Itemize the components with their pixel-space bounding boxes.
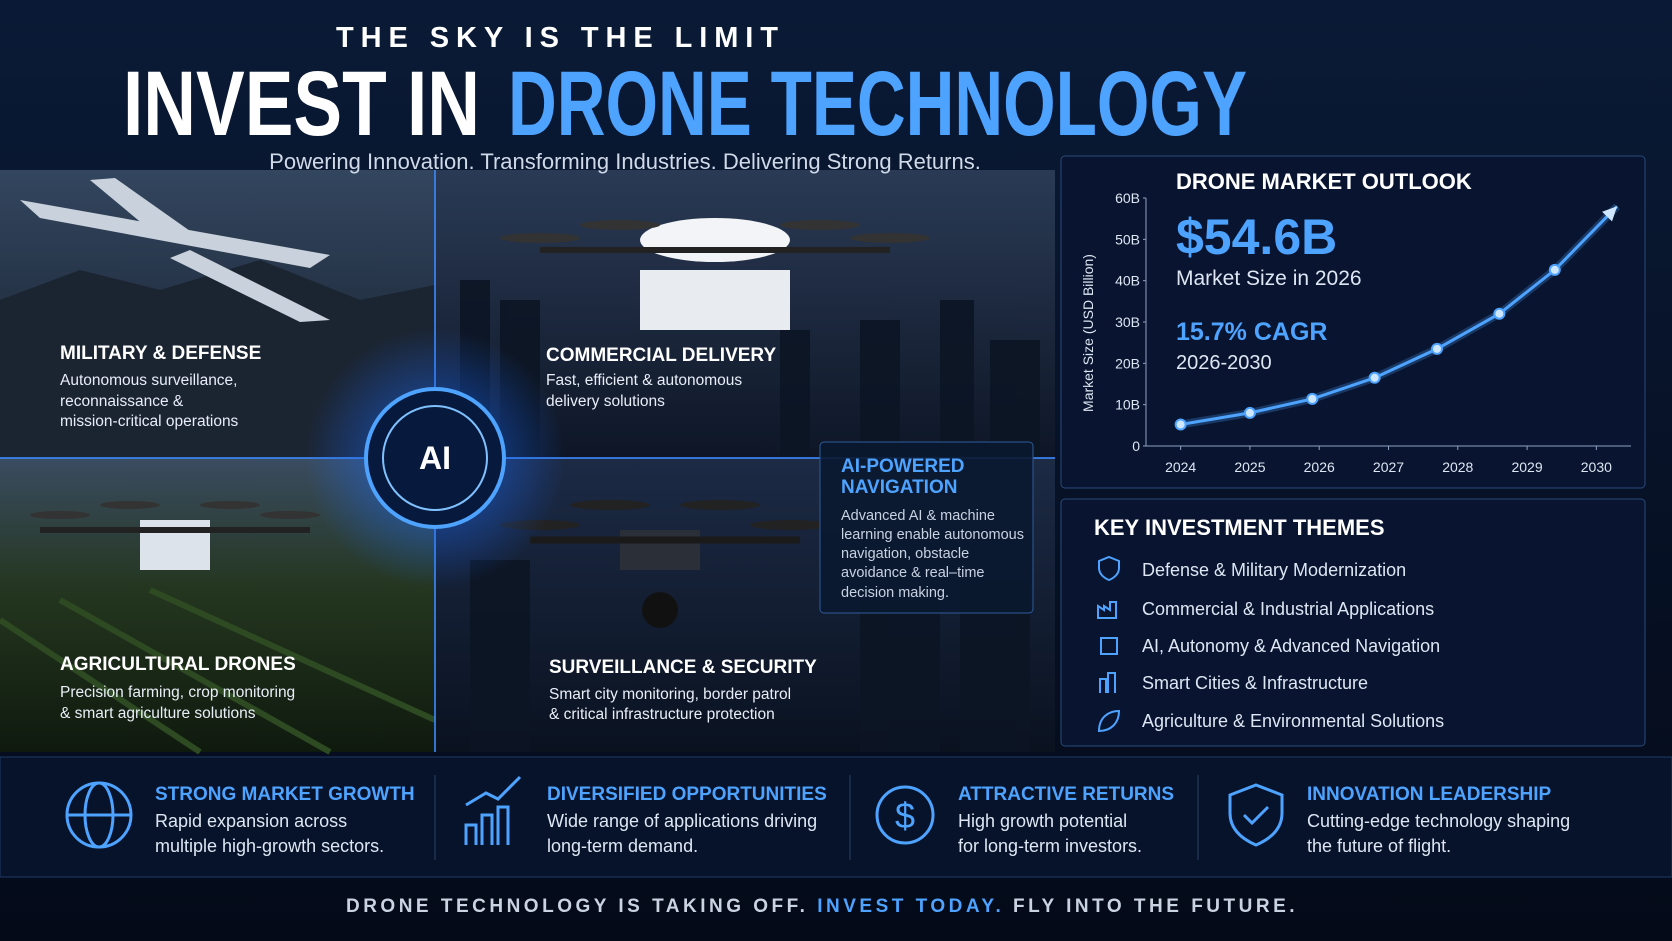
x-tick-label: 2026 xyxy=(1304,459,1335,475)
military-drone xyxy=(20,178,330,322)
sector-text: reconnaissance & xyxy=(60,393,184,410)
y-tick-label: 50B xyxy=(1115,231,1140,247)
theme-item: Defense & Military Modernization xyxy=(1142,560,1406,580)
highlight-text: Cutting-edge technology shaping xyxy=(1307,811,1570,831)
ai-badge-ring xyxy=(382,405,488,511)
sector-text: Autonomous surveillance, xyxy=(60,372,238,389)
headline-caption: Market Size in 2026 xyxy=(1176,267,1362,290)
ai-badge xyxy=(364,387,506,529)
delivery-drone xyxy=(500,218,930,330)
y-tick-label: 10B xyxy=(1115,397,1140,413)
x-tick-label: 2029 xyxy=(1511,459,1542,475)
highlight-text: High growth potential xyxy=(958,811,1127,831)
highlight-text: long-term demand. xyxy=(547,836,698,856)
highlight-text: the future of flight. xyxy=(1307,836,1451,856)
sector-text: & critical infrastructure protection xyxy=(549,706,775,723)
sector-text: mission-critical operations xyxy=(60,413,239,430)
sector-title: MILITARY & DEFENSE xyxy=(60,343,261,364)
subtitle: Powering Innovation. Transforming Indust… xyxy=(269,149,981,174)
x-tick-label: 2030 xyxy=(1581,459,1612,475)
svg-text:$: $ xyxy=(895,795,915,836)
agri-drone xyxy=(30,501,320,570)
highlight-icons: $ xyxy=(65,775,1284,849)
y-tick-label: 40B xyxy=(1115,273,1140,289)
sector-title: SURVEILLANCE & SECURITY xyxy=(549,657,817,678)
highlight-title: DIVERSIFIED OPPORTUNITIES xyxy=(547,784,827,805)
y-tick-label: 0 xyxy=(1132,438,1140,454)
y-tick-label: 60B xyxy=(1115,190,1140,206)
highlight-text: for long-term investors. xyxy=(958,836,1142,856)
highlight-title: STRONG MARKET GROWTH xyxy=(155,784,415,805)
surveillance-drone xyxy=(500,500,830,628)
cagr-value: 15.7% CAGR xyxy=(1176,318,1327,346)
data-point xyxy=(1243,406,1256,419)
data-point xyxy=(1174,418,1187,431)
sector-title: COMMERCIAL DELIVERY xyxy=(546,345,776,366)
highlight-text: multiple high-growth sectors. xyxy=(155,836,384,856)
footer: DRONE TECHNOLOGY IS TAKING OFF. INVEST T… xyxy=(346,896,1298,917)
footer-part: FLY INTO THE FUTURE. xyxy=(1013,896,1298,917)
cagr-caption: 2026-2030 xyxy=(1176,352,1272,374)
themes-panel xyxy=(1060,498,1646,747)
data-point xyxy=(1493,307,1506,320)
ai-nav-text: Advanced AI & machine xyxy=(841,508,995,524)
sector-text: & smart agriculture solutions xyxy=(60,705,256,722)
ai-nav-text: decision making. xyxy=(841,585,949,601)
series-line xyxy=(1180,205,1619,426)
ai-nav-text: learning enable autonomous xyxy=(841,527,1024,543)
data-point xyxy=(1306,392,1319,405)
theme-icons xyxy=(1097,555,1121,733)
chart-title: DRONE MARKET OUTLOOK xyxy=(1176,169,1472,194)
highlight-title: INNOVATION LEADERSHIP xyxy=(1307,784,1552,805)
theme-item: AI, Autonomy & Advanced Navigation xyxy=(1142,636,1440,656)
data-point xyxy=(1548,263,1561,276)
x-tick-label: 2024 xyxy=(1165,459,1196,475)
x-tick-label: 2025 xyxy=(1234,459,1265,475)
ai-nav-title: NAVIGATION xyxy=(841,477,957,498)
arrow-head xyxy=(1602,206,1618,222)
dividers xyxy=(434,775,1199,860)
y-tick-label: 30B xyxy=(1115,314,1140,330)
x-tick-label: 2027 xyxy=(1373,459,1404,475)
headline-value: $54.6B xyxy=(1176,209,1337,265)
data-point xyxy=(1368,371,1381,384)
ai-nav-text: navigation, obstacle xyxy=(841,546,969,562)
highlight-title: ATTRACTIVE RETURNS xyxy=(958,784,1174,805)
sector-text: Smart city monitoring, border patrol xyxy=(549,686,791,703)
chart-panel xyxy=(1060,155,1646,489)
ai-nav-text: avoidance & real–time xyxy=(841,565,984,581)
footer-part: INVEST TODAY. xyxy=(817,896,1004,917)
sector-text: Fast, efficient & autonomous xyxy=(546,372,742,389)
data-point xyxy=(1431,342,1443,355)
crop-rows xyxy=(0,587,437,755)
title-white: INVEST IN xyxy=(123,53,480,155)
footer-part: DRONE TECHNOLOGY IS TAKING OFF. xyxy=(346,896,808,917)
ai-nav-title: AI-POWERED xyxy=(841,456,965,477)
theme-item: Commercial & Industrial Applications xyxy=(1142,599,1434,619)
highlight-text: Rapid expansion across xyxy=(155,811,347,831)
title-blue: DRONE TECHNOLOGY xyxy=(508,53,1247,155)
x-tick-label: 2028 xyxy=(1442,459,1473,475)
sector-text: Precision farming, crop monitoring xyxy=(60,684,295,701)
theme-item: Smart Cities & Infrastructure xyxy=(1142,673,1368,693)
sector-text: delivery solutions xyxy=(546,393,665,410)
sector-title: AGRICULTURAL DRONES xyxy=(60,654,296,675)
theme-item: Agriculture & Environmental Solutions xyxy=(1142,711,1444,731)
ai-nav-panel xyxy=(819,441,1034,614)
y-axis-label: Market Size (USD Billion) xyxy=(1080,254,1096,412)
themes-title: KEY INVESTMENT THEMES xyxy=(1094,515,1385,540)
ai-badge-label: AI xyxy=(419,440,451,476)
highlights-bar xyxy=(0,756,1672,878)
kicker: THE SKY IS THE LIMIT xyxy=(336,22,784,54)
y-tick-label: 20B xyxy=(1115,355,1140,371)
highlight-text: Wide range of applications driving xyxy=(547,811,817,831)
